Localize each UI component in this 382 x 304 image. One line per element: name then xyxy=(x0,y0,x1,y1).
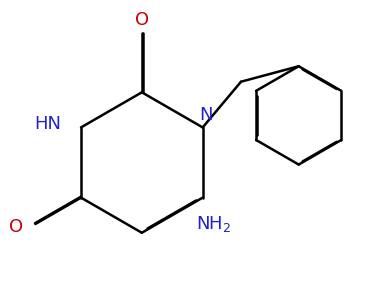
Text: HN: HN xyxy=(34,115,62,133)
Text: NH$_2$: NH$_2$ xyxy=(196,214,231,234)
Text: N: N xyxy=(199,106,213,124)
Text: O: O xyxy=(135,11,149,29)
Text: O: O xyxy=(9,219,23,237)
